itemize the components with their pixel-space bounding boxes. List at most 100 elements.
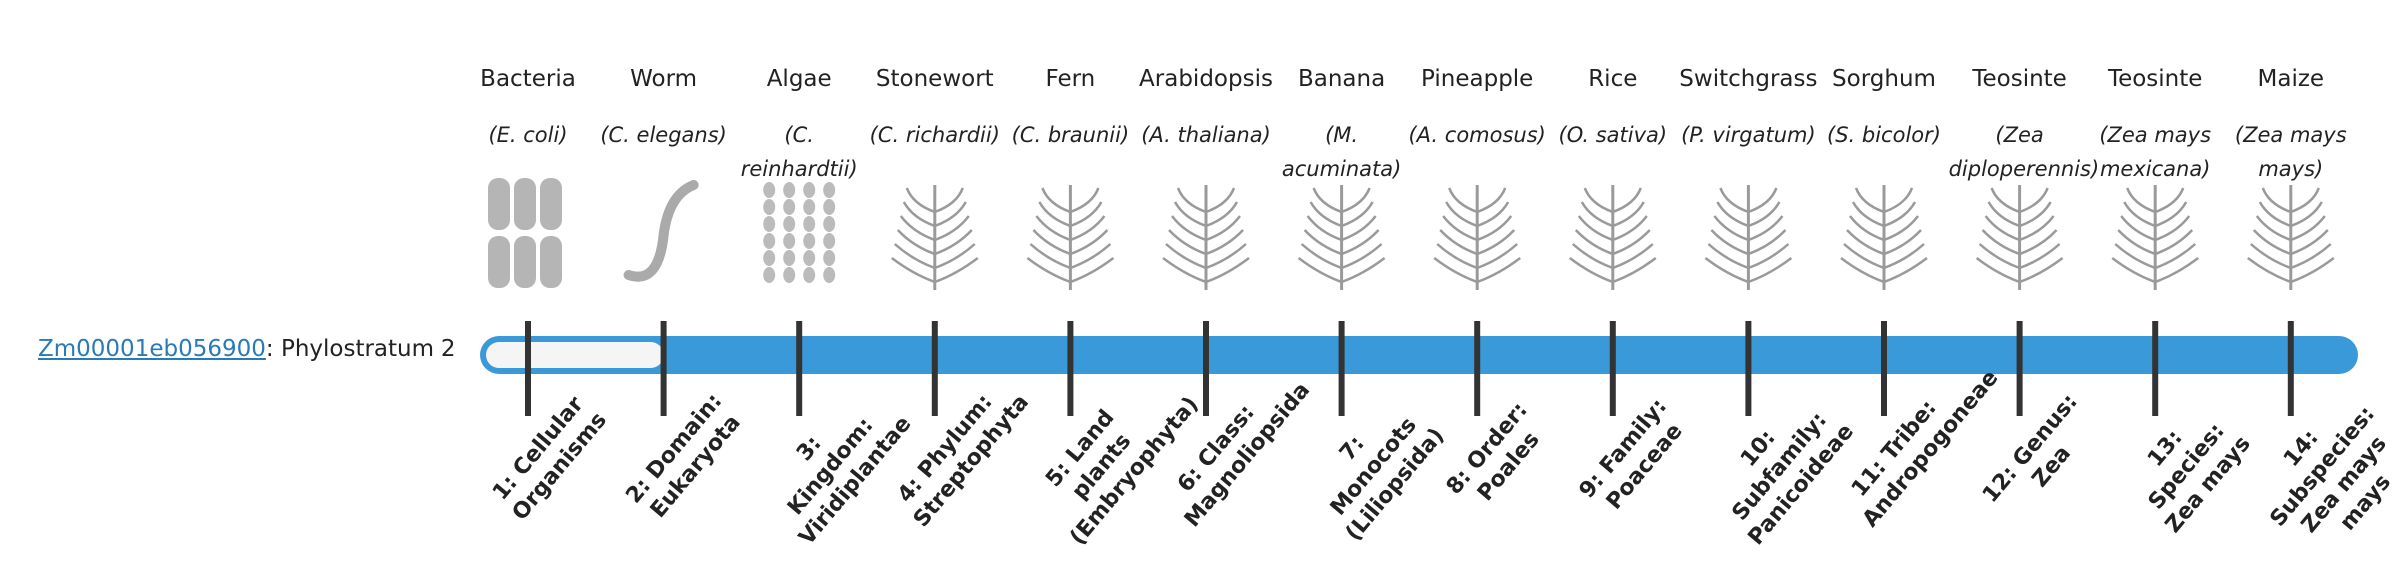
organism-image xyxy=(1580,201,1645,228)
organism-species: (O. sativa) xyxy=(1558,123,1668,147)
organism-image xyxy=(1436,243,1519,270)
organism-name: Banana xyxy=(1297,66,1386,92)
organism-image xyxy=(1176,187,1236,214)
organism-image xyxy=(540,178,562,230)
organism-image xyxy=(803,182,816,198)
organism-image xyxy=(1306,215,1377,242)
organism-image xyxy=(540,236,562,288)
organism-name: Teosinte xyxy=(2107,66,2203,92)
organism-image xyxy=(823,233,836,249)
organism-image xyxy=(1439,229,1516,256)
organism-image xyxy=(905,187,964,214)
organism-image xyxy=(902,201,967,228)
organism-image xyxy=(1442,215,1513,242)
organism-image xyxy=(623,180,699,282)
organism-image xyxy=(2120,215,2191,242)
organism-species: (A. comosus) xyxy=(1408,123,1546,147)
organism-image xyxy=(2258,201,2323,228)
organism-image xyxy=(1577,215,1648,242)
organism-image xyxy=(803,199,816,215)
organism-name: Maize xyxy=(2257,66,2325,92)
organism-image xyxy=(2249,243,2332,270)
organism-image xyxy=(1297,257,1386,284)
organism-species: (Zea mays mays) xyxy=(2234,123,2347,181)
organism-image xyxy=(2261,187,2320,214)
organism-image xyxy=(763,250,776,266)
organism-image xyxy=(823,216,836,232)
organism-name: Sorghum xyxy=(1832,66,1936,92)
organism-image xyxy=(1981,229,2058,256)
organism-image xyxy=(803,233,816,249)
organism-image xyxy=(2126,187,2185,214)
organism-species: (P. virgatum) xyxy=(1681,123,1816,147)
organism-image xyxy=(763,267,776,283)
organism-name: Teosinte xyxy=(1972,66,2067,92)
organism-species: (Zea mays mexicana) xyxy=(2099,123,2212,181)
organism-image xyxy=(1038,201,1103,228)
organism-image xyxy=(1984,215,2055,242)
organism-image xyxy=(1569,257,1657,284)
organism-image xyxy=(1026,257,1115,284)
organism-image xyxy=(1975,257,2064,284)
organism-image xyxy=(783,233,796,249)
organism-image xyxy=(1846,229,1922,256)
organism-image xyxy=(891,257,979,284)
organism-species: (C. reinhardtii) xyxy=(740,123,858,181)
organism-image xyxy=(514,236,536,288)
organism-image xyxy=(783,199,796,215)
organism-name: Fern xyxy=(1045,66,1096,92)
organism-species: (A. thaliana) xyxy=(1141,123,1271,147)
organism-name: Rice xyxy=(1588,66,1638,92)
organism-name: Bacteria xyxy=(480,66,576,92)
organism-name: Stonewort xyxy=(875,66,994,92)
organism-image xyxy=(1162,257,1250,284)
organism-species: (E. coli) xyxy=(488,123,568,147)
organism-image xyxy=(1710,229,1787,256)
organism-image xyxy=(823,182,836,198)
organism-image xyxy=(488,178,510,230)
organism-image xyxy=(1312,187,1371,214)
gene-link[interactable]: Zm00001eb056900 xyxy=(38,336,266,362)
organism-image xyxy=(1719,187,1778,214)
organism-image xyxy=(1448,187,1507,214)
gene-label-text: : Phylostratum xyxy=(265,336,435,362)
organism-image xyxy=(1713,215,1784,242)
organism-image xyxy=(803,250,816,266)
organism-image xyxy=(783,216,796,232)
organism-image xyxy=(2114,243,2197,270)
organism-image xyxy=(1168,229,1244,256)
organism-image xyxy=(2247,257,2335,284)
organism-image xyxy=(1851,201,1917,228)
organism-image xyxy=(823,199,836,215)
organism-name: Algae xyxy=(766,66,832,92)
organism-image xyxy=(1978,243,2061,270)
organism-image xyxy=(1849,215,1919,242)
organism-image xyxy=(1854,187,1914,214)
organism-image xyxy=(783,182,796,198)
organism-species: (S. bicolor) xyxy=(1827,123,1941,147)
organism-image xyxy=(1029,243,1112,270)
phylostratum-segment xyxy=(486,342,664,368)
organism-image xyxy=(783,250,796,266)
organism-image xyxy=(488,236,510,288)
organism-image xyxy=(1987,201,2052,228)
organism-image xyxy=(1583,187,1642,214)
organism-image xyxy=(2117,229,2194,256)
organism-species: (Zea diploperennis) xyxy=(1948,123,2100,181)
organism-name: Pineapple xyxy=(1421,66,1534,92)
organism-image xyxy=(1032,229,1109,256)
organism-name: Arabidopsis xyxy=(1139,66,1273,92)
organism-image xyxy=(1041,187,1100,214)
organism-image xyxy=(1990,187,2049,214)
organism-image xyxy=(763,233,776,249)
organism-image xyxy=(803,267,816,283)
organism-image xyxy=(763,216,776,232)
organism-image xyxy=(2123,201,2188,228)
timeline-bar xyxy=(480,336,2358,374)
organism-image xyxy=(1843,243,1925,270)
organism-name: Switchgrass xyxy=(1679,66,1818,92)
organism-image xyxy=(1433,257,1521,284)
organism-image xyxy=(514,178,536,230)
